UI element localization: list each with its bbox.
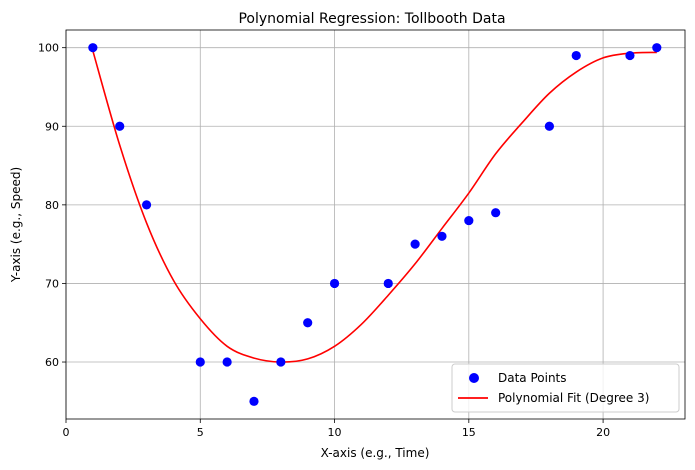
- plot-frame: [65, 29, 686, 420]
- data-point: [410, 239, 420, 249]
- x-tick-label: 15: [462, 426, 476, 439]
- x-tick-label: 5: [197, 426, 204, 439]
- x-tick-label: 20: [596, 426, 610, 439]
- legend-label-fit: Polynomial Fit (Degree 3): [498, 391, 649, 405]
- y-tick-label: 80: [45, 199, 59, 212]
- data-point: [249, 396, 259, 406]
- x-axis-label: X-axis (e.g., Time): [321, 446, 430, 460]
- y-tick-label: 60: [45, 356, 59, 369]
- data-point: [383, 278, 393, 289]
- fit-line-group: [92, 50, 657, 363]
- data-point: [329, 278, 340, 289]
- legend: Data Points Polynomial Fit (Degree 3): [451, 363, 680, 413]
- data-point: [652, 43, 662, 53]
- data-point: [437, 231, 447, 241]
- x-axis-ticks: 0 5 10 15 20: [63, 419, 610, 439]
- grid: [65, 30, 685, 419]
- data-point: [491, 208, 501, 218]
- data-point: [303, 318, 313, 328]
- data-point: [222, 357, 232, 367]
- data-point: [141, 200, 152, 210]
- data-point: [276, 357, 286, 367]
- y-tick-label: 100: [38, 42, 59, 55]
- chart-title: Polynomial Regression: Tollbooth Data: [238, 11, 505, 27]
- y-tick-label: 70: [45, 277, 59, 290]
- polynomial-fit-line: [92, 50, 657, 363]
- x-tick-label: 0: [63, 426, 70, 439]
- data-point: [544, 121, 554, 131]
- y-axis-ticks: 60 70 80 90 100: [38, 42, 66, 369]
- legend-label-data-points: Data Points: [498, 371, 567, 385]
- y-axis-label: Y-axis (e.g., Speed): [9, 167, 23, 283]
- data-point: [464, 215, 474, 226]
- y-tick-label: 90: [45, 120, 59, 133]
- data-point: [571, 50, 581, 61]
- data-point: [115, 121, 125, 131]
- data-point: [195, 357, 205, 367]
- data-point: [88, 43, 98, 53]
- legend-box: [451, 363, 680, 413]
- x-tick-label: 10: [328, 426, 342, 439]
- data-points-group: [88, 43, 662, 406]
- data-point: [625, 50, 635, 61]
- legend-marker-data-points: [469, 373, 479, 383]
